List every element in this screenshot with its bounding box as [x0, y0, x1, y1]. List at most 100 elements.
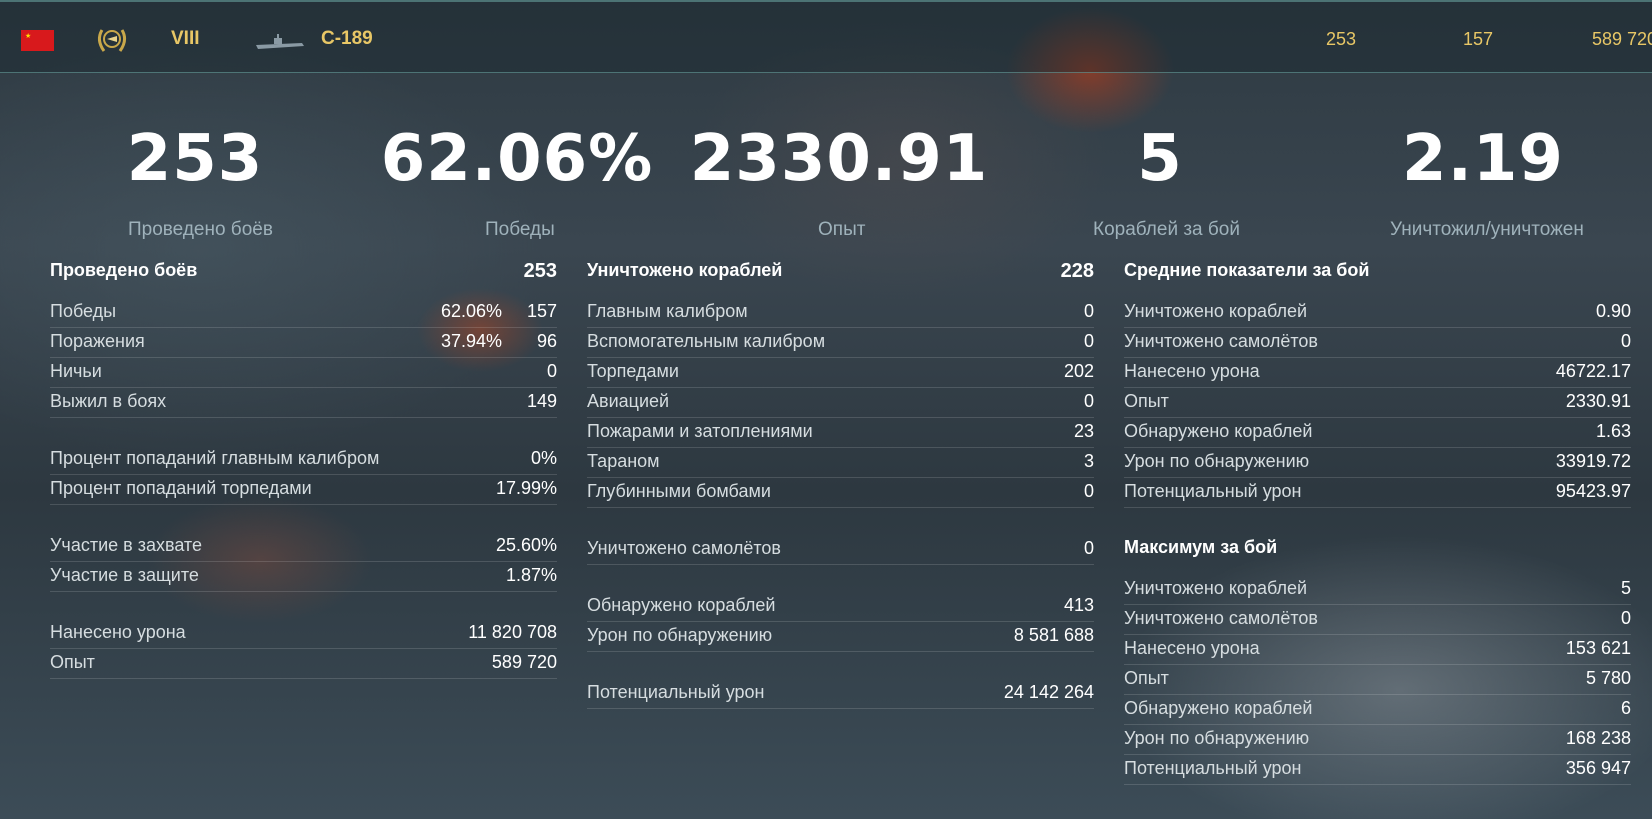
summary-ships-per-battle-label: Кораблей за бой	[1093, 219, 1240, 240]
stat-value: 0	[1083, 481, 1094, 501]
stat-value: 153 621	[1565, 638, 1631, 658]
stat-value: 0	[1083, 391, 1094, 411]
stat-label: Тараном	[587, 451, 660, 471]
laurel-rank-icon	[97, 29, 127, 52]
stat-value: 5	[1620, 578, 1631, 598]
stat-label: Опыт	[1124, 668, 1169, 688]
avg-row-potential-damage: Потенциальный урон 95423.97	[1124, 478, 1631, 508]
stat-label: Обнаружено кораблей	[1124, 698, 1313, 718]
stat-value: 2330.91	[1565, 391, 1631, 411]
stat-label: Ничьи	[50, 361, 102, 381]
stat-value: 0	[546, 361, 557, 381]
stat-label: Глубинными бомбами	[587, 481, 771, 501]
stat-row-hit-torpedo: Процент попаданий торпедами 17.99%	[50, 475, 557, 505]
stat-value: 23	[1073, 421, 1094, 441]
stat-label: Обнаружено кораблей	[587, 595, 776, 615]
stat-label: Авиацией	[587, 391, 670, 411]
stat-label: Уничтожено самолётов	[1124, 331, 1318, 351]
stat-value: 1.63	[1595, 421, 1631, 441]
stat-label: Выжил в боях	[50, 391, 167, 411]
max-row-damage: Нанесено урона 153 621	[1124, 635, 1631, 665]
stat-label: Уничтожено кораблей	[1124, 578, 1308, 598]
avg-row-xp: Опыт 2330.91	[1124, 388, 1631, 418]
stat-label: Обнаружено кораблей	[1124, 421, 1313, 441]
stat-value: 95423.97	[1555, 481, 1631, 501]
stat-value: 157	[526, 301, 557, 321]
submarine-icon	[256, 34, 304, 49]
stat-label: Урон по обнаружению	[587, 625, 773, 645]
stat-value: 0%	[530, 448, 557, 468]
stat-label: Пожарами и затоплениями	[587, 421, 813, 441]
tier-label: VIII	[171, 28, 200, 49]
stat-row-planes-destroyed: Уничтожено самолётов 0	[587, 535, 1094, 565]
ship-name: С-189	[321, 28, 373, 49]
stat-value: 589 720	[491, 652, 557, 672]
max-row-ships-destroyed: Уничтожено кораблей 5	[1124, 575, 1631, 605]
stat-percent: 37.94%	[440, 331, 502, 351]
stat-label: Уничтожено кораблей	[1124, 301, 1308, 321]
stat-value: 17.99%	[495, 478, 557, 498]
stat-label: Процент попаданий торпедами	[50, 478, 312, 498]
stat-value: 149	[526, 391, 557, 411]
max-row-xp: Опыт 5 780	[1124, 665, 1631, 695]
stat-value: 5 780	[1585, 668, 1631, 688]
kills-header: Уничтожено кораблей 228	[587, 258, 1094, 298]
stat-value: 8 581 688	[1013, 625, 1094, 645]
header-xp-total: 589 720	[1592, 29, 1652, 49]
stat-row-ships-spotted: Обнаружено кораблей 413	[587, 592, 1094, 622]
average-header: Средние показатели за бой	[1124, 258, 1631, 298]
stat-label: Нанесено урона	[1124, 638, 1260, 658]
max-row-spotting-damage: Урон по обнаружению 168 238	[1124, 725, 1631, 755]
stat-label: Главным калибром	[587, 301, 748, 321]
stat-value: 168 238	[1565, 728, 1631, 748]
summary-avg-xp-label: Опыт	[818, 219, 866, 240]
stat-label: Опыт	[1124, 391, 1169, 411]
avg-row-ships-spotted: Обнаружено кораблей 1.63	[1124, 418, 1631, 448]
stat-value: 33919.72	[1555, 451, 1631, 471]
stat-value: 11 820 708	[468, 622, 557, 642]
stat-percent: 62.06%	[440, 301, 502, 321]
stat-row-kills-torpedo: Торпедами 202	[587, 358, 1094, 388]
stat-row-wins: Победы 62.06% 157	[50, 298, 557, 328]
stat-label: Потенциальный урон	[587, 682, 765, 702]
stat-row-kills-main: Главным калибром 0	[587, 298, 1094, 328]
stat-row-xp: Опыт 589 720	[50, 649, 557, 679]
stat-value: 202	[1063, 361, 1094, 381]
stat-label: Процент попаданий главным калибром	[50, 448, 380, 468]
avg-row-planes-destroyed: Уничтожено самолётов 0	[1124, 328, 1631, 358]
summary-battles-value: 253	[126, 122, 264, 196]
max-row-ships-spotted: Обнаружено кораблей 6	[1124, 695, 1631, 725]
stat-label: Урон по обнаружению	[1124, 451, 1310, 471]
summary-kd-label: Уничтожил/уничтожен	[1390, 219, 1584, 240]
stat-row-damage: Нанесено урона 11 820 708	[50, 619, 557, 649]
ship-header-bar[interactable]: ★ VIII С-189 253 157 589 720	[0, 0, 1652, 73]
averages-column: Средние показатели за бой Уничтожено кор…	[1124, 258, 1631, 785]
stat-label: Поражения	[50, 331, 145, 351]
summary-ships-per-battle-value: 5	[1137, 122, 1183, 196]
stat-label: Нанесено урона	[1124, 361, 1260, 381]
stat-label: Нанесено урона	[50, 622, 186, 642]
stat-value: 96	[536, 331, 557, 351]
header-wins-count: 157	[1463, 29, 1494, 49]
header-battles-count: 253	[1326, 29, 1357, 49]
summary-avg-xp-value: 2330.91	[689, 122, 989, 196]
avg-row-ships-destroyed: Уничтожено кораблей 0.90	[1124, 298, 1631, 328]
kills-column: Уничтожено кораблей 228 Главным калибром…	[587, 258, 1094, 709]
stat-value: 6	[1620, 698, 1631, 718]
maximum-title: Максимум за бой	[1124, 537, 1278, 557]
stat-row-kills-secondary: Вспомогательным калибром 0	[587, 328, 1094, 358]
stat-row-capture: Участие в захвате 25.60%	[50, 532, 557, 562]
stat-value: 0	[1620, 608, 1631, 628]
stat-row-spotting-damage: Урон по обнаружению 8 581 688	[587, 622, 1094, 652]
stat-row-draws: Ничьи 0	[50, 358, 557, 388]
maximum-header: Максимум за бой	[1124, 535, 1631, 575]
average-title: Средние показатели за бой	[1124, 260, 1370, 280]
stat-label: Торпедами	[587, 361, 679, 381]
max-row-potential-damage: Потенциальный урон 356 947	[1124, 755, 1631, 785]
max-row-planes-destroyed: Уничтожено самолётов 0	[1124, 605, 1631, 635]
summary-winrate-value: 62.06%	[380, 122, 654, 196]
stat-value: 0	[1083, 301, 1094, 321]
stat-row-kills-depth-charge: Глубинными бомбами 0	[587, 478, 1094, 508]
stat-label: Участие в захвате	[50, 535, 202, 555]
stat-row-hit-main: Процент попаданий главным калибром 0%	[50, 445, 557, 475]
